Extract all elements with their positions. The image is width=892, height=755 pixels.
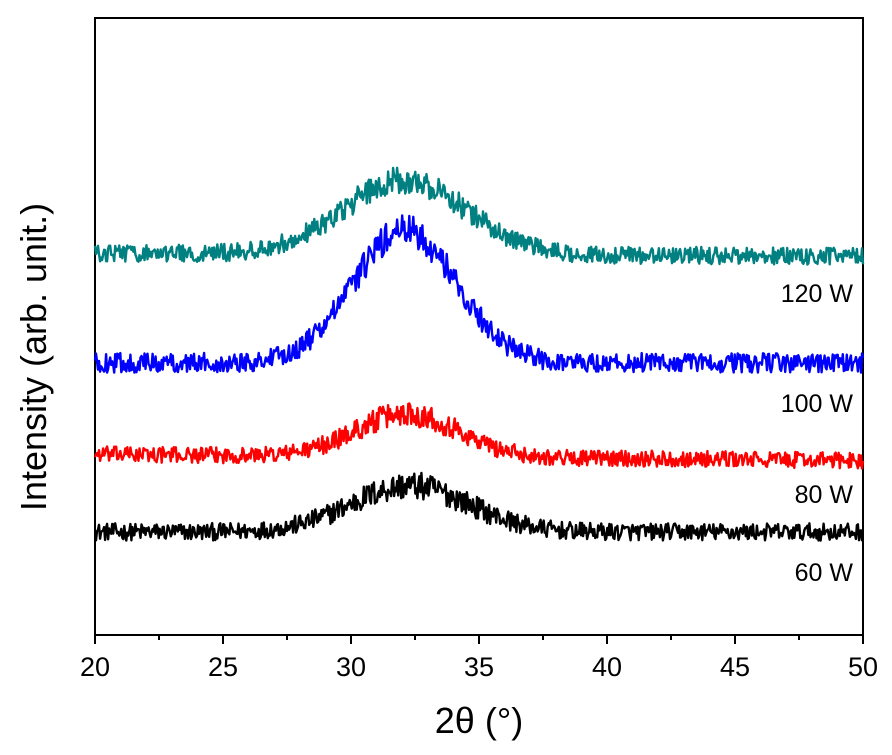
series-line-80w xyxy=(93,402,865,470)
x-axis-ticks: 20 25 30 35 40 45 50 xyxy=(80,635,878,682)
series-label-60w: 60 W xyxy=(795,559,854,587)
x-axis-title: 2θ (°) xyxy=(435,700,523,741)
x-tick-label: 20 xyxy=(80,652,110,682)
series-line-60w xyxy=(94,471,865,542)
series-label-100w: 100 W xyxy=(781,390,854,418)
series-line-120w xyxy=(93,166,865,266)
x-tick-label: 25 xyxy=(208,652,238,682)
x-tick-label: 45 xyxy=(720,652,750,682)
x-tick-label: 40 xyxy=(592,652,622,682)
x-tick-label: 50 xyxy=(848,652,878,682)
series-label-80w: 80 W xyxy=(795,481,854,509)
y-axis-title: Intensity (arb. unit.) xyxy=(13,203,54,511)
series-label-120w: 120 W xyxy=(781,280,854,308)
series-line-100w xyxy=(93,214,865,374)
series-labels: 60 W 80 W 100 W 120 W xyxy=(781,280,854,587)
x-tick-label: 35 xyxy=(464,652,494,682)
x-tick-label: 30 xyxy=(336,652,366,682)
series-layer xyxy=(93,166,865,542)
